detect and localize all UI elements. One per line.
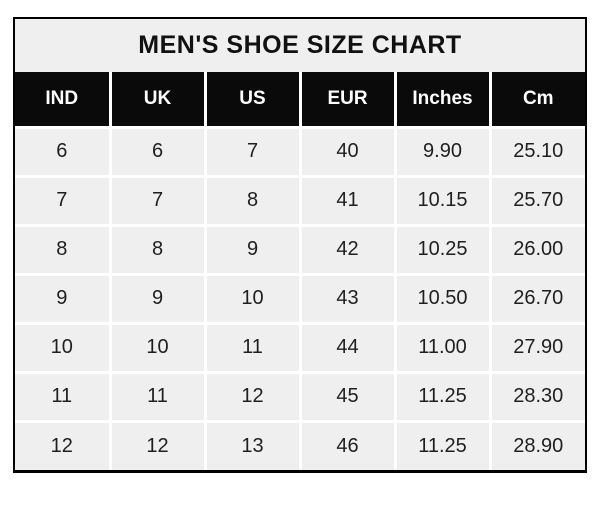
table-cell: 42 [298, 223, 395, 274]
table-cell: 6 [108, 125, 205, 176]
table-cell: 10 [15, 321, 110, 372]
table-cell: 10.50 [393, 272, 490, 323]
table-cell: 11.25 [393, 370, 490, 421]
table-cell: 9.90 [393, 125, 490, 176]
table-cell: 13 [203, 419, 300, 470]
column-header-us: US [203, 72, 300, 127]
column-header-cm: Cm [488, 72, 585, 127]
table-cell: 10.25 [393, 223, 490, 274]
table-cell: 43 [298, 272, 395, 323]
table-cell: 10 [203, 272, 300, 323]
table-cell: 26.70 [488, 272, 585, 323]
table-cell: 9 [15, 272, 110, 323]
header-row: IND UK US EUR Inches Cm [15, 72, 585, 127]
table-cell: 12 [203, 370, 300, 421]
table-row: 10 10 11 44 11.00 27.90 [15, 321, 585, 372]
table-cell: 10.15 [393, 174, 490, 225]
table-cell: 9 [108, 272, 205, 323]
table-cell: 28.90 [488, 419, 585, 470]
chart-title: MEN'S SHOE SIZE CHART [15, 19, 585, 72]
table-cell: 7 [203, 125, 300, 176]
table-cell: 11 [203, 321, 300, 372]
table-row: 9 9 10 43 10.50 26.70 [15, 272, 585, 323]
table-row: 7 7 8 41 10.15 25.70 [15, 174, 585, 225]
table-cell: 25.10 [488, 125, 585, 176]
table-cell: 41 [298, 174, 395, 225]
table-cell: 7 [15, 174, 110, 225]
title-row: MEN'S SHOE SIZE CHART [15, 19, 585, 72]
column-header-inches: Inches [393, 72, 490, 127]
table-cell: 28.30 [488, 370, 585, 421]
column-header-eur: EUR [298, 72, 395, 127]
table-cell: 9 [203, 223, 300, 274]
table-cell: 27.90 [488, 321, 585, 372]
table-row: 6 6 7 40 9.90 25.10 [15, 125, 585, 176]
table-cell: 40 [298, 125, 395, 176]
table-cell: 10 [108, 321, 205, 372]
table-cell: 6 [15, 125, 110, 176]
size-chart-table: MEN'S SHOE SIZE CHART IND UK US EUR Inch… [15, 19, 585, 470]
table-row: 11 11 12 45 11.25 28.30 [15, 370, 585, 421]
table-cell: 11 [15, 370, 110, 421]
table-cell: 12 [15, 419, 110, 470]
table-cell: 11 [108, 370, 205, 421]
table-cell: 12 [108, 419, 205, 470]
table-cell: 7 [108, 174, 205, 225]
table-cell: 11.00 [393, 321, 490, 372]
table-row: 8 8 9 42 10.25 26.00 [15, 223, 585, 274]
column-header-ind: IND [15, 72, 110, 127]
table-cell: 26.00 [488, 223, 585, 274]
table-cell: 8 [203, 174, 300, 225]
table-cell: 25.70 [488, 174, 585, 225]
table-cell: 45 [298, 370, 395, 421]
table-cell: 8 [108, 223, 205, 274]
shoe-size-chart: MEN'S SHOE SIZE CHART IND UK US EUR Inch… [13, 17, 587, 473]
table-cell: 46 [298, 419, 395, 470]
table-cell: 11.25 [393, 419, 490, 470]
table-cell: 8 [15, 223, 110, 274]
table-cell: 44 [298, 321, 395, 372]
table-row: 12 12 13 46 11.25 28.90 [15, 419, 585, 470]
column-header-uk: UK [108, 72, 205, 127]
